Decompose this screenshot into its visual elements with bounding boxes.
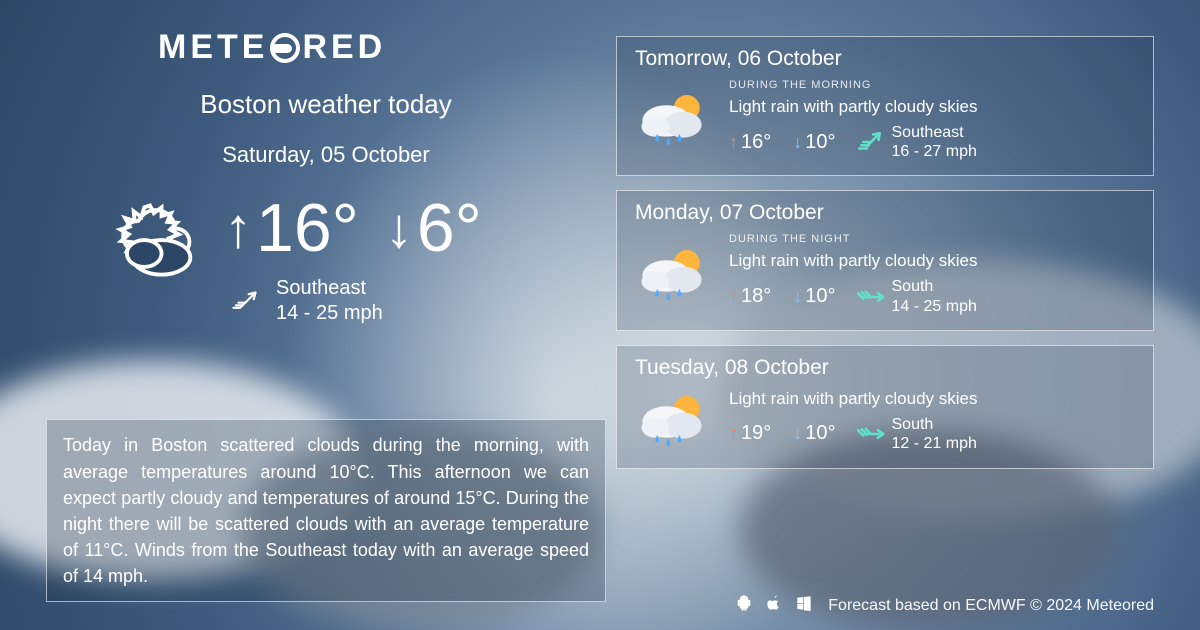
today-description: Today in Boston scattered clouds during …: [46, 419, 606, 602]
up-arrow-icon: ↑: [729, 286, 738, 307]
down-arrow-icon: ↓: [385, 200, 413, 256]
apple-icon: [766, 595, 782, 616]
forecast-wind-speed: 14 - 25 mph: [892, 297, 977, 316]
down-arrow-icon: ↓: [793, 423, 802, 444]
forecast-high: ↑19°: [729, 422, 771, 445]
forecast-period: DURING THE MORNING: [729, 79, 1135, 91]
forecast-low: ↓10°: [793, 422, 835, 445]
brand-logo: METE RED: [46, 28, 606, 67]
up-arrow-icon: ↑: [224, 200, 252, 256]
brand-logo-icon: [270, 33, 300, 63]
forecast-low: ↓10°: [793, 131, 835, 154]
brand-name-right: RED: [302, 28, 386, 67]
today-high: ↑16°: [224, 194, 359, 262]
today-wind-speed: 14 - 25 mph: [276, 301, 383, 326]
forecast-wind-speed: 16 - 27 mph: [892, 142, 977, 161]
forecast-wind: South12 - 21 mph: [858, 415, 977, 453]
up-arrow-icon: ↑: [729, 423, 738, 444]
wind-direction-icon: [852, 415, 889, 452]
forecast-wind: Southeast16 - 27 mph: [858, 123, 977, 161]
down-arrow-icon: ↓: [793, 286, 802, 307]
forecast-wind-dir: South: [892, 415, 977, 434]
today-wind-dir: Southeast: [276, 276, 383, 301]
forecast-wind-speed: 12 - 21 mph: [892, 434, 977, 453]
footer-credit: Forecast based on ECMWF © 2024 Meteored: [828, 597, 1154, 615]
forecast-low: ↓10°: [793, 285, 835, 308]
rain-cloud-icon: [635, 87, 709, 153]
forecast-wind-dir: South: [892, 277, 977, 296]
platform-icons: [736, 595, 812, 616]
brand-name-left: METE: [158, 28, 268, 67]
wind-direction-icon: [230, 284, 264, 318]
today-wind: Southeast 14 - 25 mph: [224, 276, 482, 326]
wind-direction-icon: [858, 129, 884, 155]
forecast-condition: Light rain with partly cloudy skies: [729, 251, 1135, 271]
forecast-wind: South14 - 25 mph: [858, 277, 977, 315]
forecast-date: Tomorrow, 06 October: [635, 47, 1135, 71]
footer: Forecast based on ECMWF © 2024 Meteored: [736, 595, 1154, 616]
forecast-condition: Light rain with partly cloudy skies: [729, 97, 1135, 117]
forecast-high: ↑16°: [729, 131, 771, 154]
wind-direction-icon: [852, 278, 889, 315]
windows-icon: [796, 595, 812, 616]
page-title: Boston weather today: [46, 89, 606, 120]
forecast-high: ↑18°: [729, 285, 771, 308]
forecast-period: DURING THE NIGHT: [729, 233, 1135, 245]
rain-cloud-icon: [635, 242, 709, 308]
android-icon: [736, 595, 752, 616]
today-summary: ↑16° ↓6° Southeast 14 - 25 mph: [46, 194, 606, 326]
today-date: Saturday, 05 October: [46, 142, 606, 168]
forecast-card: Monday, 07 October DURING THE NIGHT Ligh…: [616, 190, 1154, 330]
rain-cloud-icon: [635, 388, 709, 454]
forecast-wind-dir: Southeast: [892, 123, 977, 142]
forecast-card: Tuesday, 08 October Light rain with part…: [616, 345, 1154, 469]
forecast-condition: Light rain with partly cloudy skies: [729, 389, 1135, 409]
today-low: ↓6°: [385, 194, 482, 262]
forecast-card: Tomorrow, 06 October DURING THE MORNING …: [616, 36, 1154, 176]
down-arrow-icon: ↓: [793, 132, 802, 153]
partly-cloudy-icon: [102, 194, 198, 290]
forecast-date: Tuesday, 08 October: [635, 356, 1135, 380]
up-arrow-icon: ↑: [729, 132, 738, 153]
forecast-date: Monday, 07 October: [635, 201, 1135, 225]
